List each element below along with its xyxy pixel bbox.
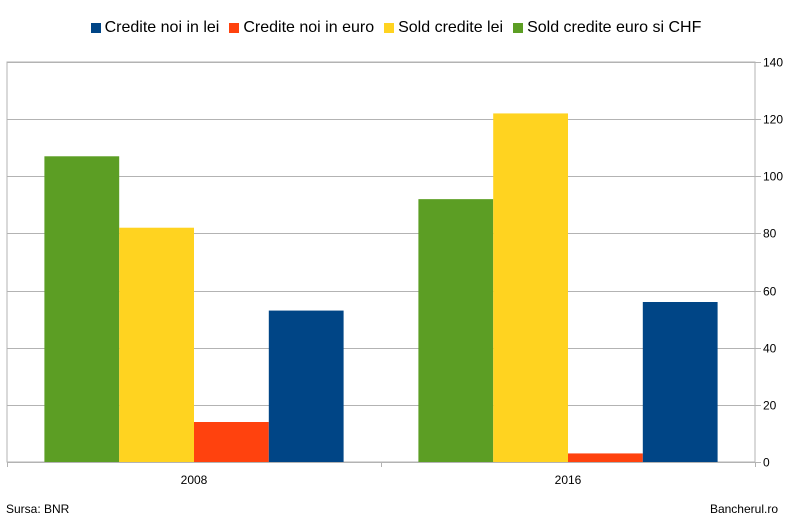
legend-label: Sold credite euro si CHF — [527, 19, 702, 36]
legend-item: Credite noi in lei — [90, 19, 220, 37]
legend-item: Credite noi in euro — [229, 19, 374, 37]
source-note: Sursa: BNR — [6, 502, 70, 516]
legend-item: Sold credite lei — [384, 19, 503, 37]
y-tick-label: 100 — [763, 170, 783, 184]
chart-legend: Credite noi in lei Credite noi in euro Sol… — [0, 19, 792, 37]
bar — [568, 453, 643, 462]
y-tick-label: 0 — [763, 456, 770, 470]
legend-swatch — [90, 23, 101, 33]
y-tick-label: 120 — [763, 113, 783, 127]
bar — [194, 422, 269, 462]
legend-label: Credite noi in euro — [243, 19, 375, 36]
x-tick-label: 2008 — [181, 473, 208, 487]
bar — [119, 227, 194, 462]
site-credit: Bancherul.ro — [709, 502, 778, 516]
bar — [268, 310, 344, 462]
legend-swatch — [513, 23, 524, 33]
legend-label: Credite noi in lei — [104, 19, 220, 36]
y-tick-label: 80 — [763, 227, 777, 241]
legend-swatch — [229, 23, 240, 33]
y-tick-label: 60 — [763, 285, 777, 299]
y-tick-label: 40 — [763, 342, 777, 356]
bar — [642, 302, 718, 462]
bar — [493, 113, 568, 462]
legend-item: Sold credite euro si CHF — [513, 19, 701, 37]
bar — [44, 156, 120, 463]
y-tick-label: 20 — [763, 399, 777, 413]
legend-label: Sold credite lei — [398, 19, 504, 36]
x-tick-label: 2016 — [555, 473, 582, 487]
bar — [418, 199, 494, 462]
y-tick-label: 140 — [763, 56, 783, 70]
legend-swatch — [384, 23, 395, 33]
